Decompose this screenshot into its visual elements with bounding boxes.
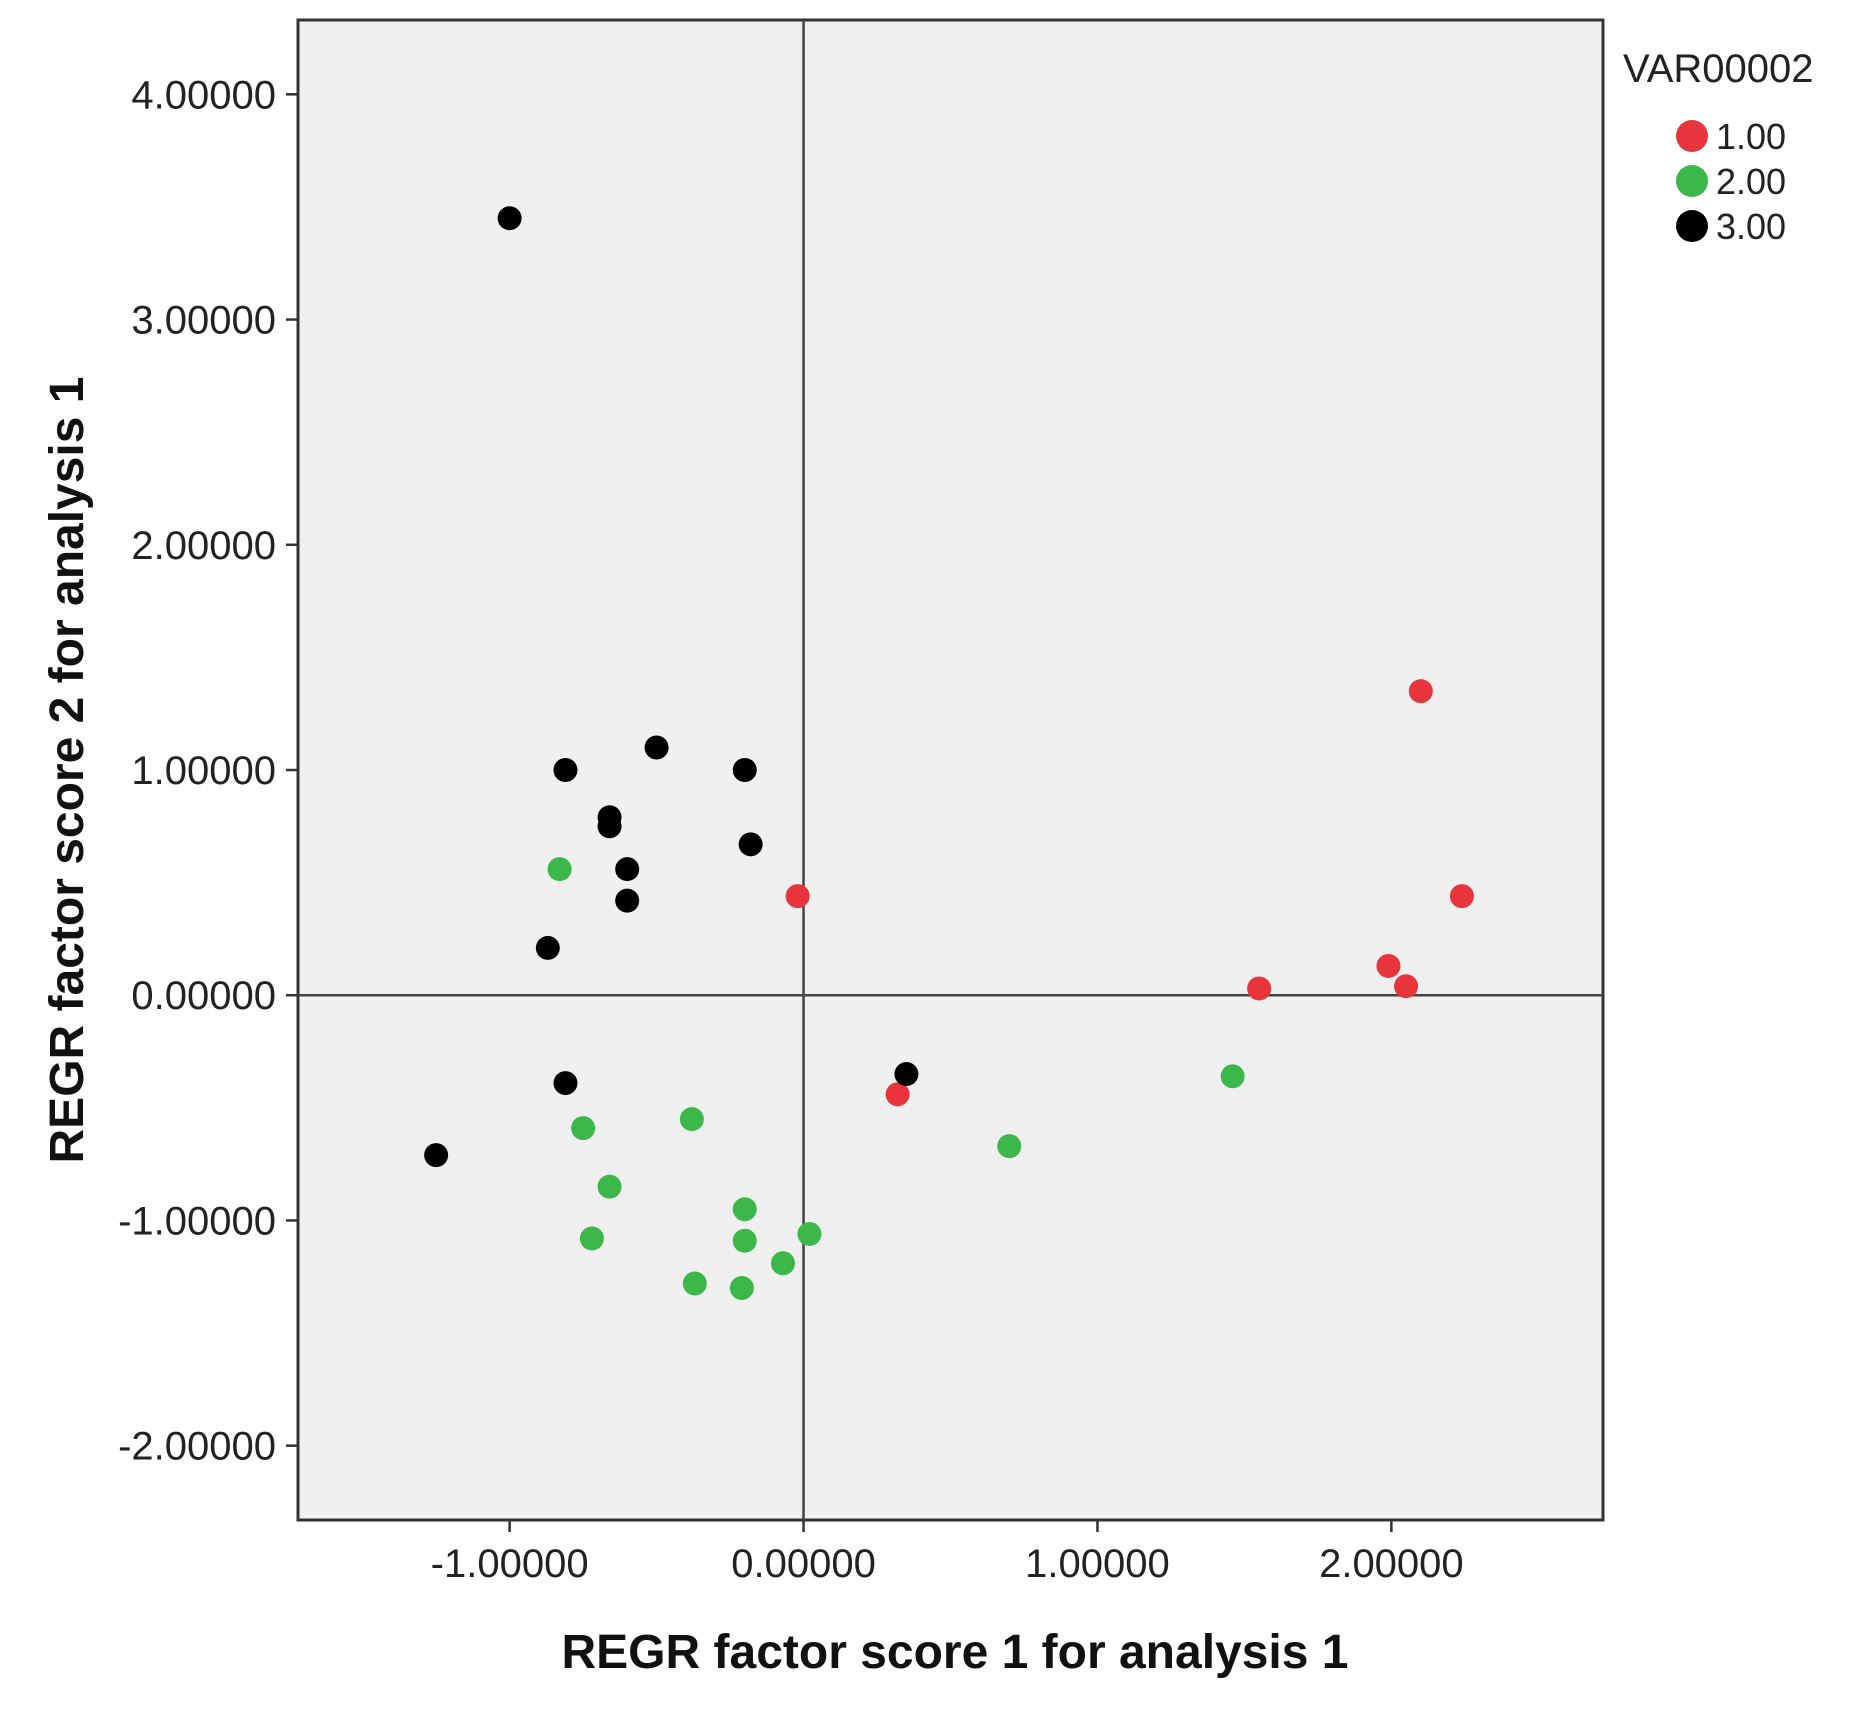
data-point xyxy=(732,758,757,782)
data-point xyxy=(1394,974,1419,999)
y-tick-label: -1.00000 xyxy=(118,1199,276,1243)
data-point xyxy=(597,1174,622,1199)
reference-lines xyxy=(298,20,1603,1520)
data-point xyxy=(571,1116,596,1141)
data-point xyxy=(553,1071,578,1096)
x-tick-label: -1.00000 xyxy=(431,1542,589,1586)
legend-label: 1.00 xyxy=(1716,116,1786,157)
data-point xyxy=(732,1197,757,1222)
legend-marker xyxy=(1676,165,1708,197)
data-point xyxy=(729,1276,754,1301)
data-point xyxy=(535,935,560,960)
legend-title: VAR00002 xyxy=(1623,47,1814,91)
y-tick-label: 0.00000 xyxy=(131,974,276,1018)
data-point xyxy=(424,1143,449,1168)
y-tick-label: -2.00000 xyxy=(118,1425,276,1469)
data-point xyxy=(997,1134,1022,1159)
legend-item: 3.00 xyxy=(1676,206,1786,247)
legend-item: 1.00 xyxy=(1676,116,1786,157)
data-point xyxy=(615,857,640,882)
data-point xyxy=(738,832,763,857)
data-point xyxy=(1247,976,1272,1001)
data-point xyxy=(547,857,572,882)
data-point xyxy=(679,1107,704,1132)
legend-label: 3.00 xyxy=(1716,206,1786,247)
data-point xyxy=(894,1062,919,1087)
data-point xyxy=(797,1221,822,1246)
data-point xyxy=(770,1251,795,1276)
data-point xyxy=(615,888,640,913)
plot-area xyxy=(296,18,1605,1522)
y-tick-label: 3.00000 xyxy=(131,299,276,343)
x-axis-title: REGR factor score 1 for analysis 1 xyxy=(562,1626,1349,1679)
data-point xyxy=(732,1228,757,1253)
data-point xyxy=(682,1271,707,1296)
legend-item: 2.00 xyxy=(1676,161,1786,202)
series-3.00 xyxy=(424,206,919,1168)
data-point xyxy=(1376,953,1401,978)
x-axis: -1.00000 0.00000 1.00000 2.00000 xyxy=(431,1520,1464,1586)
data-point xyxy=(644,735,669,760)
y-tick-label: 1.00000 xyxy=(131,749,276,793)
data-point xyxy=(785,884,810,909)
series-2.00 xyxy=(547,857,1245,1301)
x-tick-label: 1.00000 xyxy=(1025,1542,1170,1586)
data-point xyxy=(497,206,522,231)
y-tick-label: 4.00000 xyxy=(131,73,276,117)
data-point xyxy=(553,758,578,782)
data-point xyxy=(1408,679,1433,704)
data-point xyxy=(579,1226,604,1251)
data-point xyxy=(597,814,622,839)
data-points xyxy=(424,206,1474,1301)
legend-marker xyxy=(1676,120,1708,152)
x-tick-label: 2.00000 xyxy=(1319,1542,1464,1586)
data-point xyxy=(885,1082,910,1107)
x-tick-label: 0.00000 xyxy=(731,1542,876,1586)
legend-marker xyxy=(1676,210,1708,242)
y-axis: -2.00000 -1.00000 0.00000 1.00000 2.00000 3.0… xyxy=(118,73,298,1469)
data-point xyxy=(1449,884,1474,909)
y-axis-title: REGR factor score 2 for analysis 1 xyxy=(41,377,94,1164)
legend: VAR00002 1.002.003.00 xyxy=(1623,47,1814,247)
data-point xyxy=(1220,1064,1245,1089)
legend-items: 1.002.003.00 xyxy=(1676,116,1786,247)
series-1.00 xyxy=(785,679,1474,1107)
y-tick-label: 2.00000 xyxy=(131,524,276,568)
legend-label: 2.00 xyxy=(1716,161,1786,202)
